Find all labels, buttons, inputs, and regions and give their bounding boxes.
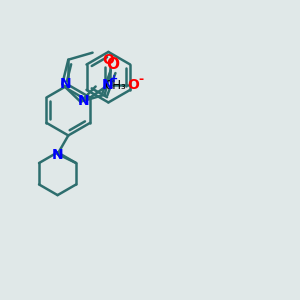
Text: N: N <box>78 94 90 108</box>
Text: N: N <box>52 148 63 162</box>
Text: -: - <box>138 73 143 86</box>
Text: N: N <box>102 78 114 92</box>
Text: O: O <box>127 78 139 92</box>
Text: O: O <box>106 57 119 72</box>
Text: O: O <box>102 53 114 67</box>
Text: N: N <box>60 77 72 91</box>
Text: CH₃: CH₃ <box>104 79 126 92</box>
Text: +: + <box>110 74 118 84</box>
